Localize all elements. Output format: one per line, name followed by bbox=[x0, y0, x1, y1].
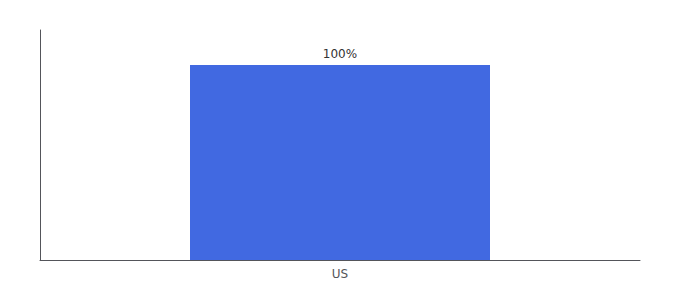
svg-text:US: US bbox=[332, 267, 348, 281]
svg-text:100%: 100% bbox=[323, 47, 357, 61]
